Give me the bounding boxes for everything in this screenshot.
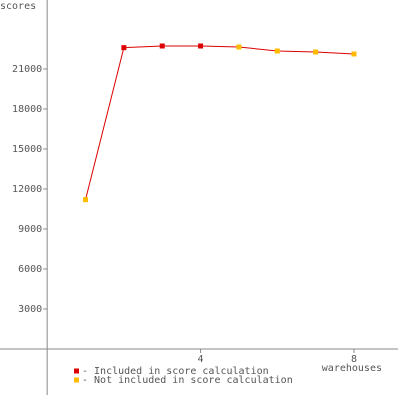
- y-tick-label: 12000: [12, 184, 42, 195]
- x-axis-label: warehouses: [322, 363, 382, 374]
- legend-marker: [74, 368, 79, 374]
- x-tick-label: 4: [198, 354, 204, 365]
- data-point: [121, 45, 127, 51]
- y-tick-label: 3000: [18, 304, 42, 315]
- y-tick-label: 9000: [18, 224, 42, 235]
- y-tick-label: 6000: [18, 264, 42, 275]
- data-point: [274, 48, 280, 54]
- data-point: [313, 49, 319, 55]
- legend-label: - Included in score calculation: [82, 366, 269, 377]
- y-tick-label: 18000: [12, 104, 42, 115]
- data-point: [159, 43, 165, 49]
- data-point: [351, 51, 357, 57]
- x-tick-label: 8: [351, 354, 357, 365]
- series-line: [85, 45, 355, 200]
- y-tick-label: 15000: [12, 144, 42, 155]
- data-point: [236, 44, 242, 50]
- y-axis-label: scores: [0, 1, 36, 12]
- y-tick-label: 21000: [12, 64, 42, 75]
- data-point: [198, 43, 204, 49]
- legend-label: - Not included in score calculation: [82, 375, 293, 386]
- legend-marker: [74, 377, 79, 383]
- data-point: [83, 197, 89, 203]
